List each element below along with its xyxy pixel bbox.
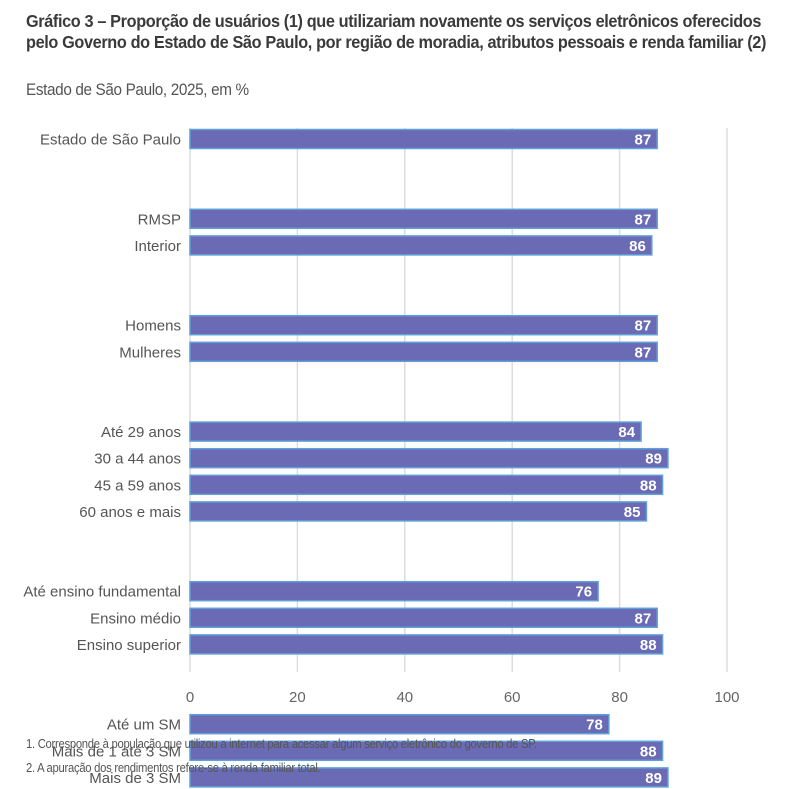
category-label: 60 anos e mais bbox=[79, 504, 181, 521]
value-label: 87 bbox=[635, 211, 652, 228]
value-label: 86 bbox=[629, 238, 646, 255]
value-label: 76 bbox=[575, 584, 592, 601]
x-tick-label: 80 bbox=[611, 689, 628, 706]
x-tick-label: 100 bbox=[714, 689, 739, 706]
x-axis: 0 20 40 60 80 100 bbox=[186, 689, 740, 706]
footnote-1: 1. Corresponde à população que utilizou … bbox=[26, 737, 537, 751]
chart-subtitle: Estado de São Paulo, 2025, em % bbox=[26, 80, 249, 99]
category-label: Mais de 1 até 3 SM bbox=[52, 743, 181, 760]
category-label: Até 29 anos bbox=[101, 424, 181, 441]
category-labels: Estado de São Paulo RMSP Interior Homens Mul… bbox=[23, 132, 181, 787]
x-tick-label: 0 bbox=[186, 689, 194, 706]
x-tick-label: 20 bbox=[289, 689, 306, 706]
bar bbox=[189, 580, 599, 602]
value-label: 87 bbox=[635, 132, 652, 149]
value-label: 88 bbox=[640, 743, 657, 760]
bar bbox=[189, 341, 658, 363]
category-label: RMSP bbox=[138, 211, 181, 228]
bar bbox=[189, 208, 658, 230]
category-label: Homens bbox=[125, 318, 181, 335]
value-label: 78 bbox=[586, 717, 603, 734]
category-label: Até um SM bbox=[107, 717, 181, 734]
category-label: Ensino médio bbox=[90, 610, 181, 627]
value-label: 87 bbox=[635, 318, 652, 335]
bar bbox=[189, 421, 642, 442]
value-label: 89 bbox=[645, 451, 662, 468]
bar bbox=[189, 607, 658, 629]
value-label: 85 bbox=[624, 504, 641, 521]
category-label: Estado de São Paulo bbox=[40, 132, 181, 149]
bar bbox=[189, 235, 653, 256]
chart-title: Gráfico 3 – Proporção de usuários (1) qu… bbox=[26, 11, 767, 52]
value-label: 88 bbox=[640, 637, 657, 654]
footnote-2: 2. A apuração dos rendimentos refere-se … bbox=[26, 761, 321, 775]
category-label: 30 a 44 anos bbox=[94, 451, 181, 468]
category-label: Ensino superior bbox=[77, 637, 181, 654]
category-label: 45 a 59 anos bbox=[94, 477, 181, 494]
bars: 87 87 86 87 87 84 89 88 85 76 87 88 78 88 89 bbox=[189, 128, 669, 788]
bar bbox=[189, 501, 648, 522]
x-tick-label: 40 bbox=[396, 689, 413, 706]
bar bbox=[189, 128, 658, 150]
category-label: Até ensino fundamental bbox=[23, 584, 181, 601]
bar bbox=[189, 767, 669, 788]
bar bbox=[189, 447, 669, 469]
category-label: Interior bbox=[134, 238, 181, 255]
bar bbox=[189, 740, 664, 762]
value-label: 88 bbox=[640, 477, 657, 494]
value-label: 87 bbox=[635, 344, 652, 361]
bar bbox=[189, 474, 664, 496]
bar bbox=[189, 713, 610, 735]
value-label: 84 bbox=[618, 424, 635, 441]
bar bbox=[189, 634, 664, 655]
value-label: 89 bbox=[645, 770, 662, 787]
bar bbox=[189, 314, 658, 336]
category-label: Mais de 3 SM bbox=[89, 770, 181, 787]
category-label: Mulheres bbox=[119, 344, 181, 361]
value-label: 87 bbox=[635, 610, 652, 627]
x-tick-label: 60 bbox=[504, 689, 521, 706]
